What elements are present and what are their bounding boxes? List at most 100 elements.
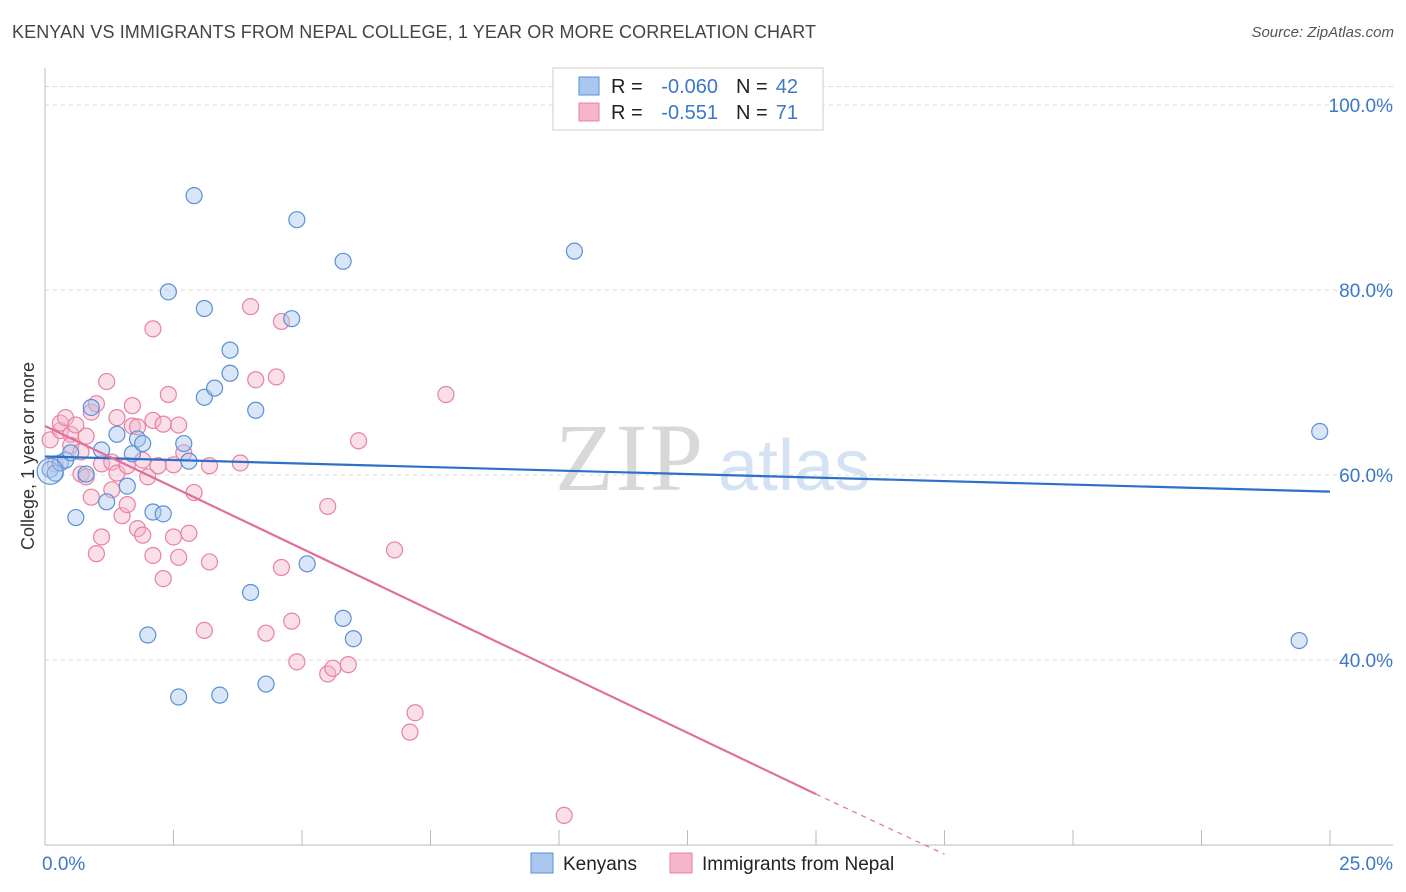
kenyan-point-26 (211, 686, 229, 704)
watermark-zip: ZIP (555, 404, 705, 511)
nepal-point-26 (123, 397, 141, 415)
legend-r-label-kenyans: R = (611, 76, 643, 98)
y-axis-label: College, 1 year or more (18, 362, 38, 550)
nepal-point-63 (349, 432, 368, 450)
nepal-point-59 (319, 497, 337, 516)
nepal-point-57 (283, 612, 301, 630)
kenyan-points (36, 187, 1329, 706)
y-axis-tick-labels: 40.0% 60.0% 80.0% 100.0% (1329, 96, 1394, 672)
kenyan-point-5 (67, 508, 85, 527)
nepal-point-27 (123, 417, 141, 435)
kenyan-point-13 (128, 430, 147, 448)
nepal-point-45 (180, 524, 198, 542)
kenyan-point-19 (170, 688, 188, 706)
nepal-point-67 (437, 385, 455, 404)
legend-r-value-kenyans: -0.060 (661, 76, 718, 98)
nepal-points (41, 298, 573, 825)
kenyan-point-10 (108, 425, 126, 443)
kenyan-point-39 (1290, 631, 1308, 650)
legend-n-value-nepal: 71 (776, 102, 798, 124)
nepal-point-47 (195, 621, 213, 640)
nepal-point-37 (154, 415, 172, 433)
legend-r-label-nepal: R = (611, 102, 643, 124)
bottom-legend-kenyans: Kenyans (563, 854, 637, 875)
kenyan-point-11 (118, 477, 136, 495)
nepal-trend-line (44, 424, 817, 796)
stats-legend: R = -0.060 N = 42 R = -0.551 N = 71 (552, 67, 824, 131)
watermark-atlas: atlas (718, 426, 870, 506)
legend-swatch-nepal (578, 102, 600, 122)
y-tick-label-80: 80.0% (1339, 281, 1393, 302)
nepal-point-30 (134, 526, 152, 544)
legend-n-label-kenyans: N = (736, 76, 768, 98)
kenyan-point-28 (221, 341, 239, 359)
nepal-point-62 (339, 656, 357, 674)
nepal-point-24 (118, 496, 136, 514)
kenyan-point-34 (298, 555, 316, 573)
nepal-point-53 (257, 624, 275, 642)
kenyan-point-18 (159, 283, 177, 301)
kenyan-point-33 (288, 211, 306, 229)
nepal-point-64 (385, 541, 404, 559)
nepal-point-38 (154, 569, 172, 588)
kenyan-point-31 (257, 675, 275, 693)
kenyan-point-29 (242, 583, 260, 602)
kenyan-point-38 (565, 242, 584, 260)
legend-r-value-nepal: -0.551 (661, 102, 718, 124)
kenyan-point-37 (344, 630, 362, 648)
nepal-point-28 (128, 418, 147, 436)
nepal-point-23 (113, 507, 131, 525)
nepal-point-65 (401, 723, 419, 741)
nepal-point-7 (67, 416, 85, 434)
nepal-point-10 (77, 427, 95, 445)
nepal-point-12 (82, 488, 100, 506)
nepal-point-66 (406, 704, 424, 722)
kenyan-trend-line (44, 455, 1331, 493)
trend-lines (44, 424, 1331, 855)
bottom-legend-nepal: Immigrants from Nepal (702, 854, 894, 875)
kenyan-point-15 (139, 626, 157, 644)
kenyan-point-20 (175, 434, 193, 453)
nepal-point-52 (247, 371, 265, 389)
bottom-swatch-nepal (669, 852, 693, 874)
y-tick-label-100: 100.0% (1329, 96, 1394, 117)
nepal-point-9 (72, 465, 90, 483)
x-tick-label-min: 0.0% (42, 854, 85, 875)
kenyan-point-17 (154, 505, 172, 523)
nepal-trend-line-extension (815, 793, 945, 855)
kenyan-point-22 (185, 187, 203, 205)
nepal-point-42 (170, 416, 188, 434)
nepal-point-15 (87, 545, 106, 563)
kenyan-point-14 (134, 434, 152, 453)
nepal-point-55 (272, 558, 291, 577)
watermark: ZIP atlas (555, 404, 870, 511)
x-axis-ticks (44, 830, 1331, 845)
kenyan-point-36 (334, 609, 352, 627)
kenyan-point-25 (206, 379, 224, 397)
chart-title: KENYAN VS IMMIGRANTS FROM NEPAL COLLEGE,… (12, 22, 817, 42)
kenyan-point-24 (195, 299, 213, 318)
x-tick-label-max: 25.0% (1339, 854, 1393, 875)
nepal-point-35 (144, 546, 162, 565)
nepal-point-21 (108, 409, 126, 427)
kenyan-point-cluster (36, 457, 64, 485)
bottom-swatch-kenyans (530, 852, 554, 874)
legend-n-value-kenyans: 42 (776, 76, 798, 98)
kenyan-point-40 (1311, 422, 1329, 441)
y-tick-label-40: 40.0% (1339, 651, 1393, 672)
nepal-point-51 (242, 298, 260, 316)
nepal-point-54 (267, 368, 285, 386)
legend-n-label-nepal: N = (736, 102, 768, 124)
series-legend: Kenyans Immigrants from Nepal (530, 852, 894, 875)
kenyan-point-30 (247, 401, 265, 419)
nepal-point-56 (272, 312, 291, 331)
source-label: Source: ZipAtlas.com (1251, 24, 1394, 41)
kenyan-point-9 (98, 493, 116, 511)
nepal-point-34 (144, 320, 162, 338)
nepal-point-58 (288, 653, 306, 671)
nepal-point-13 (82, 403, 100, 421)
kenyan-point-35 (334, 252, 352, 270)
y-tick-label-60: 60.0% (1339, 466, 1393, 487)
nepal-point-49 (200, 553, 219, 571)
